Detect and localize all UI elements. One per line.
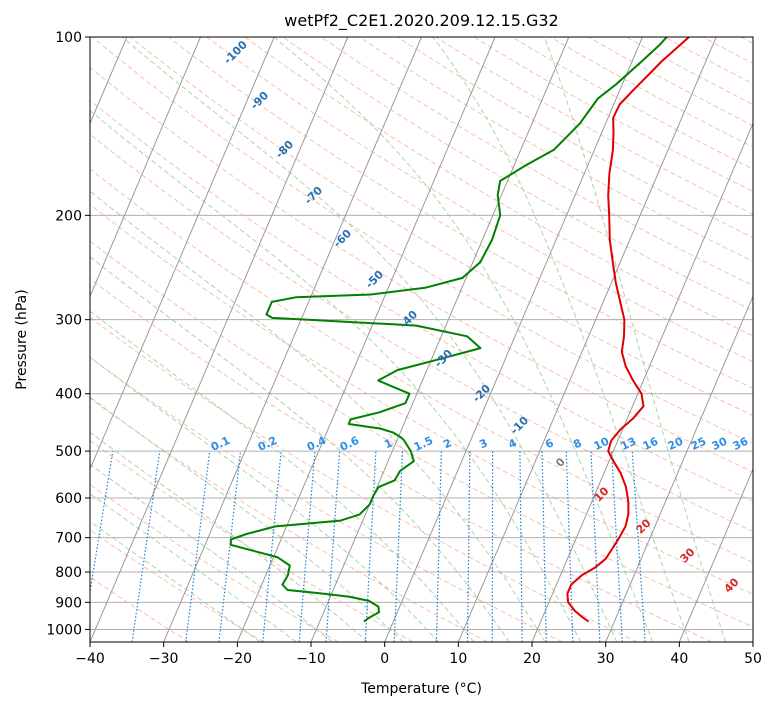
- y-tick-label: 600: [55, 491, 82, 507]
- mixing-ratio-line: [298, 451, 316, 642]
- mixing-ratio-line: [131, 451, 161, 642]
- mixing-ratio-line: [262, 451, 282, 642]
- x-tick-label: 30: [597, 651, 615, 667]
- isotherm-line: [310, 37, 570, 642]
- moist-adiabat-line: [90, 190, 546, 642]
- mixing-ratio-label: 36: [731, 435, 751, 453]
- dewpoint-line: [229, 37, 668, 623]
- moist-adiabat-line: [90, 520, 261, 642]
- x-tick-label: 10: [449, 651, 467, 667]
- y-tick-label: 1000: [46, 622, 82, 638]
- mixing-ratio-label: 25: [689, 435, 708, 453]
- isotherm-line: [90, 37, 201, 298]
- dry-adiabat-line: [90, 397, 488, 642]
- mixing-ratio-line: [435, 451, 442, 642]
- dry-adiabat-line: [90, 133, 753, 533]
- mixing-ratio-line: [218, 451, 242, 642]
- mixing-ratio-label: 16: [641, 435, 661, 453]
- x-tick-label: −20: [223, 651, 253, 667]
- dry-adiabat-line: [90, 240, 753, 628]
- y-tick-label: 200: [55, 208, 82, 224]
- moist-adiabat-line: [90, 310, 475, 642]
- moist-adiabat-line: [90, 356, 439, 642]
- mixing-ratio-line: [519, 451, 523, 642]
- mixing-ratio-line: [590, 451, 601, 642]
- profile-lines: [229, 37, 690, 623]
- y-tick-label: 900: [55, 595, 82, 611]
- dry-adiabat-line: [90, 278, 712, 642]
- background-lines: [90, 37, 753, 642]
- moist-adiabat-line: [90, 463, 333, 642]
- dry-adiabat-line: [90, 356, 563, 642]
- dry-adiabat-line: [90, 529, 264, 642]
- mixing-ratio-line: [90, 451, 114, 596]
- mixing-ratio-line: [631, 451, 646, 642]
- mixing-ratio-line: [185, 451, 211, 642]
- isotherm-line: [531, 122, 753, 642]
- dry-adiabat-line: [90, 168, 753, 563]
- mixing-ratio-line: [565, 451, 574, 642]
- plot-frame: [89, 36, 754, 643]
- y-tick-label: 500: [55, 444, 82, 460]
- moist-adiabat-line: [432, 37, 690, 642]
- moist-adiabat-line: [544, 37, 727, 642]
- x-tick-label: 20: [523, 651, 541, 667]
- x-tick-label: 50: [744, 651, 762, 667]
- dry-adiabat-line: [282, 37, 753, 312]
- y-tick-label: 700: [55, 531, 82, 547]
- mixing-ratio-line: [541, 451, 547, 642]
- dry-adiabat-line: [90, 66, 753, 473]
- dry-adiabat-line: [168, 37, 753, 389]
- y-axis-title: Pressure (hPa): [14, 289, 30, 389]
- x-tick-label: −40: [75, 651, 105, 667]
- y-tick-label: 400: [55, 387, 82, 403]
- mixing-ratio-label: 10: [592, 435, 612, 453]
- y-tick-label: 300: [55, 313, 82, 329]
- y-tick-label: 100: [55, 30, 82, 46]
- mixing-ratio-line: [393, 451, 404, 642]
- isotherm-line: [90, 37, 349, 642]
- mixing-ratio-line: [325, 451, 341, 642]
- y-tick-label: 800: [55, 565, 82, 581]
- x-tick-label: 40: [670, 651, 688, 667]
- dry-adiabat-line: [244, 37, 753, 337]
- temperature-line: [566, 37, 690, 623]
- dry-adiabat-line: [90, 203, 753, 595]
- chart-title: wetPf2_C2E1.2020.209.12.15.G32: [284, 11, 558, 31]
- x-axis-title: Temperature (°C): [360, 681, 482, 697]
- x-tick-label: −10: [296, 651, 326, 667]
- isotherm-line: [457, 37, 717, 642]
- isotherm-line: [678, 467, 753, 642]
- dry-adiabat-line: [90, 316, 638, 642]
- moist-adiabat-line: [273, 37, 654, 642]
- moist-adiabat-line: [90, 431, 369, 642]
- isotherm-line: [384, 37, 643, 642]
- dry-adiabat-line: [90, 99, 753, 502]
- x-tick-label: −30: [149, 651, 179, 667]
- mixing-ratio-line: [610, 451, 623, 642]
- dry-adiabat-line: [206, 37, 753, 363]
- moist-adiabat-line: [90, 109, 582, 642]
- mixing-ratio-line: [364, 451, 377, 642]
- mixing-ratio-label: 30: [710, 435, 730, 453]
- isotherm-line: [236, 37, 496, 642]
- isotherm-line: [605, 295, 753, 642]
- x-tick-label: 0: [380, 651, 389, 667]
- isotherm-line: [90, 37, 275, 471]
- isotherm-line: [163, 37, 422, 642]
- mixing-ratio-label: 13: [619, 435, 638, 453]
- mixing-ratio-line: [466, 451, 471, 642]
- mixing-ratio-label: 20: [666, 435, 686, 453]
- axes: −40 −30 −20 −10 0 10 20 30 40 50 1000 900 800 700 600 5…: [46, 30, 762, 667]
